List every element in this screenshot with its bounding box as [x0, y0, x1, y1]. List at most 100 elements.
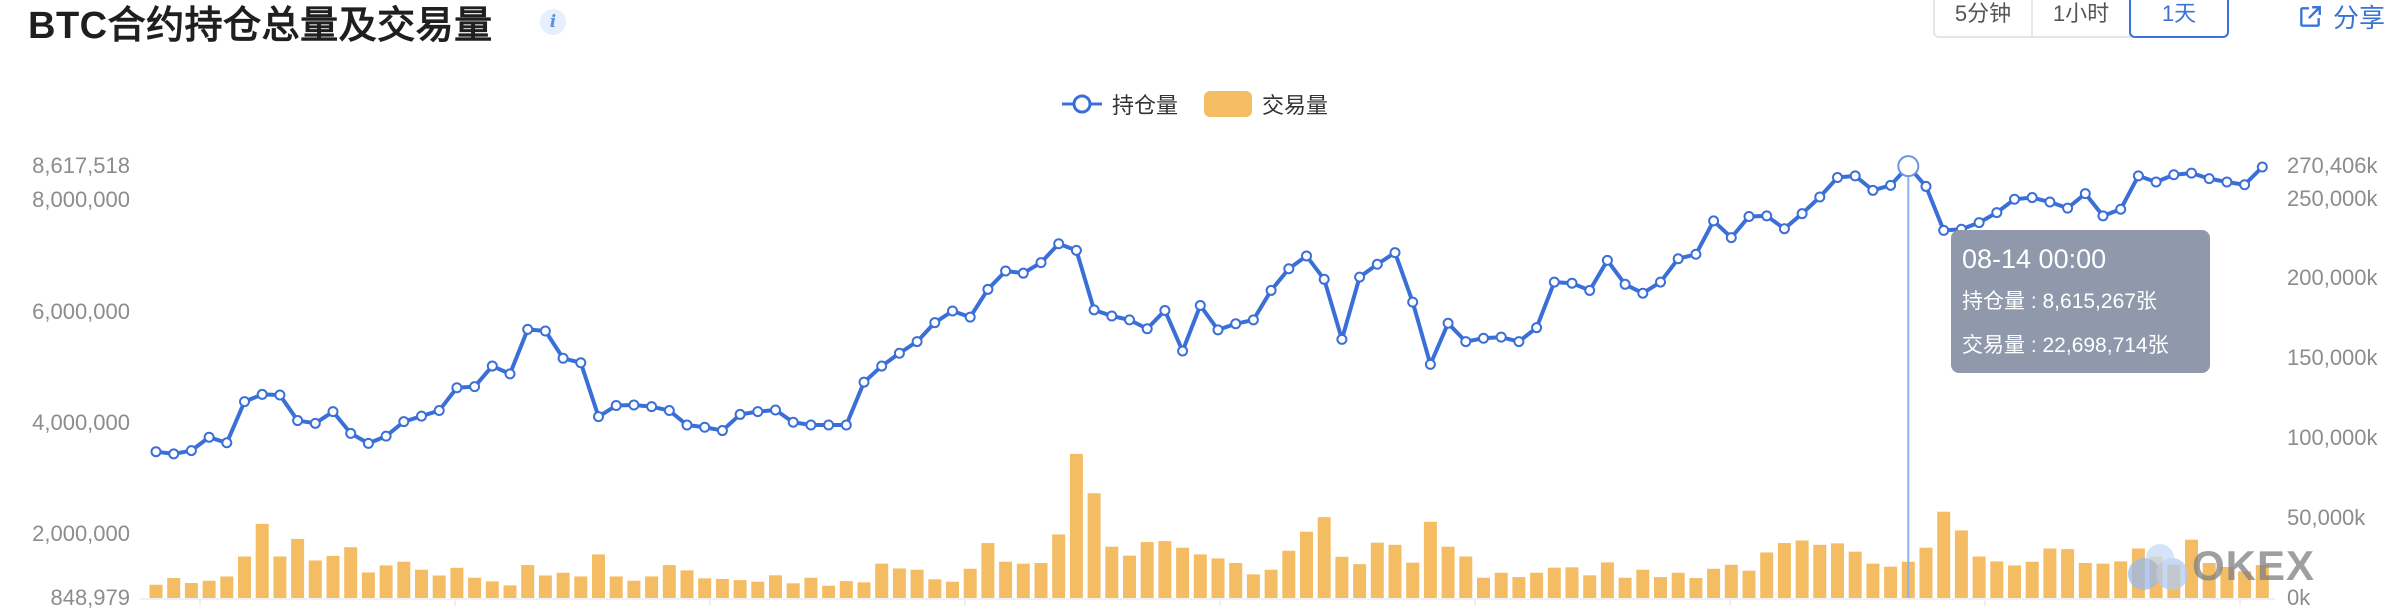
open-interest-point	[469, 381, 481, 393]
left-axis-tick-label: 8,000,000	[32, 187, 130, 213]
volume-bar	[1353, 564, 1367, 598]
right-axis-tick-label: 150,000k	[2287, 345, 2378, 371]
open-interest-point	[1017, 267, 1029, 279]
open-interest-point	[947, 305, 958, 317]
open-interest-point	[2097, 210, 2109, 222]
left-axis-tick-label: 4,000,000	[32, 409, 130, 435]
volume-bar	[1052, 534, 1066, 598]
volume-bar	[538, 575, 552, 598]
open-interest-point	[539, 325, 551, 337]
open-interest-point	[1973, 217, 1985, 229]
interval-1hour-button[interactable]: 1小时	[2033, 0, 2131, 36]
volume-bar	[1724, 564, 1738, 598]
volume-bar	[2078, 563, 2092, 598]
volume-bar	[432, 575, 446, 598]
open-interest-point	[309, 417, 321, 429]
volume-bar	[1547, 567, 1561, 598]
volume-bar	[149, 584, 163, 598]
interval-5min-button[interactable]: 5分钟	[1935, 0, 2033, 36]
volume-bar	[892, 568, 906, 598]
open-interest-point	[2044, 196, 2056, 208]
open-interest-point	[221, 437, 233, 449]
open-interest-point	[1141, 323, 1153, 335]
chart-tooltip: 08-14 00:00 持仓量 : 8,615,267张 交易量 : 22,69…	[1951, 230, 2210, 373]
volume-bar	[167, 578, 181, 598]
tooltip-date: 08-14 00:00	[1962, 244, 2107, 274]
volume-bar	[291, 538, 305, 598]
info-icon[interactable]: i	[540, 9, 566, 35]
okex-logo-icon	[2128, 544, 2188, 590]
open-interest-point	[1690, 248, 1702, 260]
volume-bar	[2220, 567, 2234, 598]
interval-1day-button[interactable]: 1天	[2129, 0, 2229, 38]
volume-bar	[627, 580, 641, 598]
volume-bar	[1406, 562, 1420, 598]
open-interest-point	[1070, 244, 1082, 256]
volume-bar	[2043, 548, 2057, 598]
volume-bar	[1388, 544, 1402, 598]
right-axis-tick-label: 250,000k	[2287, 185, 2378, 211]
volume-bar	[273, 556, 287, 598]
volume-bar	[1777, 543, 1791, 598]
highlighted-point	[1897, 155, 1920, 178]
open-interest-point	[1672, 253, 1684, 265]
volume-bar	[1140, 542, 1154, 598]
open-interest-point	[1619, 278, 1631, 290]
volume-bar	[2202, 563, 2216, 598]
open-interest-point	[2009, 193, 2020, 205]
volume-bar	[1760, 552, 1774, 598]
legend-item-open-interest[interactable]: 持仓量	[1062, 88, 1178, 120]
open-interest-point	[2079, 188, 2091, 200]
volume-bar	[1813, 544, 1827, 598]
open-interest-point	[1991, 207, 2003, 219]
open-interest-point	[1885, 179, 1897, 191]
open-interest-point	[593, 411, 604, 423]
open-interest-point	[1318, 273, 1330, 285]
open-interest-point	[362, 437, 374, 449]
left-axis-tick-label: 6,000,000	[32, 298, 130, 324]
open-interest-point	[1938, 224, 1950, 236]
volume-bar	[1990, 561, 2004, 598]
share-button[interactable]: 分享	[2297, 0, 2385, 35]
open-interest-point	[203, 431, 215, 443]
volume-bar	[1282, 550, 1296, 598]
volume-bar	[1671, 572, 1685, 598]
open-interest-point	[1124, 314, 1135, 326]
volume-bar	[503, 585, 517, 598]
open-interest-point	[893, 347, 905, 359]
open-interest-point	[805, 419, 817, 431]
open-interest-point	[150, 446, 162, 458]
right-axis-tick-label: 100,000k	[2287, 425, 2378, 451]
volume-bar	[1229, 563, 1243, 598]
volume-bar	[238, 556, 251, 598]
volume-bar	[1742, 570, 1756, 598]
open-interest-point	[1301, 250, 1312, 262]
open-interest-point	[380, 430, 392, 442]
volume-bar	[645, 576, 659, 598]
left-axis-tick-label: 848,979	[50, 585, 130, 610]
open-interest-point	[486, 360, 498, 372]
open-interest-point	[1106, 310, 1118, 322]
legend-label: 交易量	[1262, 93, 1329, 118]
volume-bar	[1087, 493, 1101, 598]
open-interest-point	[2256, 161, 2268, 173]
open-interest-point	[1637, 287, 1649, 299]
open-interest-point	[1601, 254, 1613, 266]
volume-bar	[1069, 453, 1083, 598]
bar-swatch-icon	[1204, 91, 1253, 117]
open-interest-point	[840, 419, 852, 431]
volume-bar	[1831, 543, 1844, 598]
open-interest-point	[911, 336, 923, 348]
legend-label: 持仓量	[1112, 93, 1179, 118]
volume-bar	[946, 581, 959, 598]
open-interest-point	[1000, 265, 1012, 277]
volume-bar	[397, 561, 411, 598]
open-interest-point	[1513, 336, 1525, 348]
volume-bar	[326, 555, 340, 598]
open-interest-point	[1566, 277, 1578, 289]
volume-bar	[1848, 551, 1862, 598]
open-interest-point	[646, 401, 658, 413]
legend-item-volume[interactable]: 交易量	[1204, 88, 1328, 120]
volume-bar	[1618, 577, 1632, 598]
volume-bar	[450, 567, 464, 598]
